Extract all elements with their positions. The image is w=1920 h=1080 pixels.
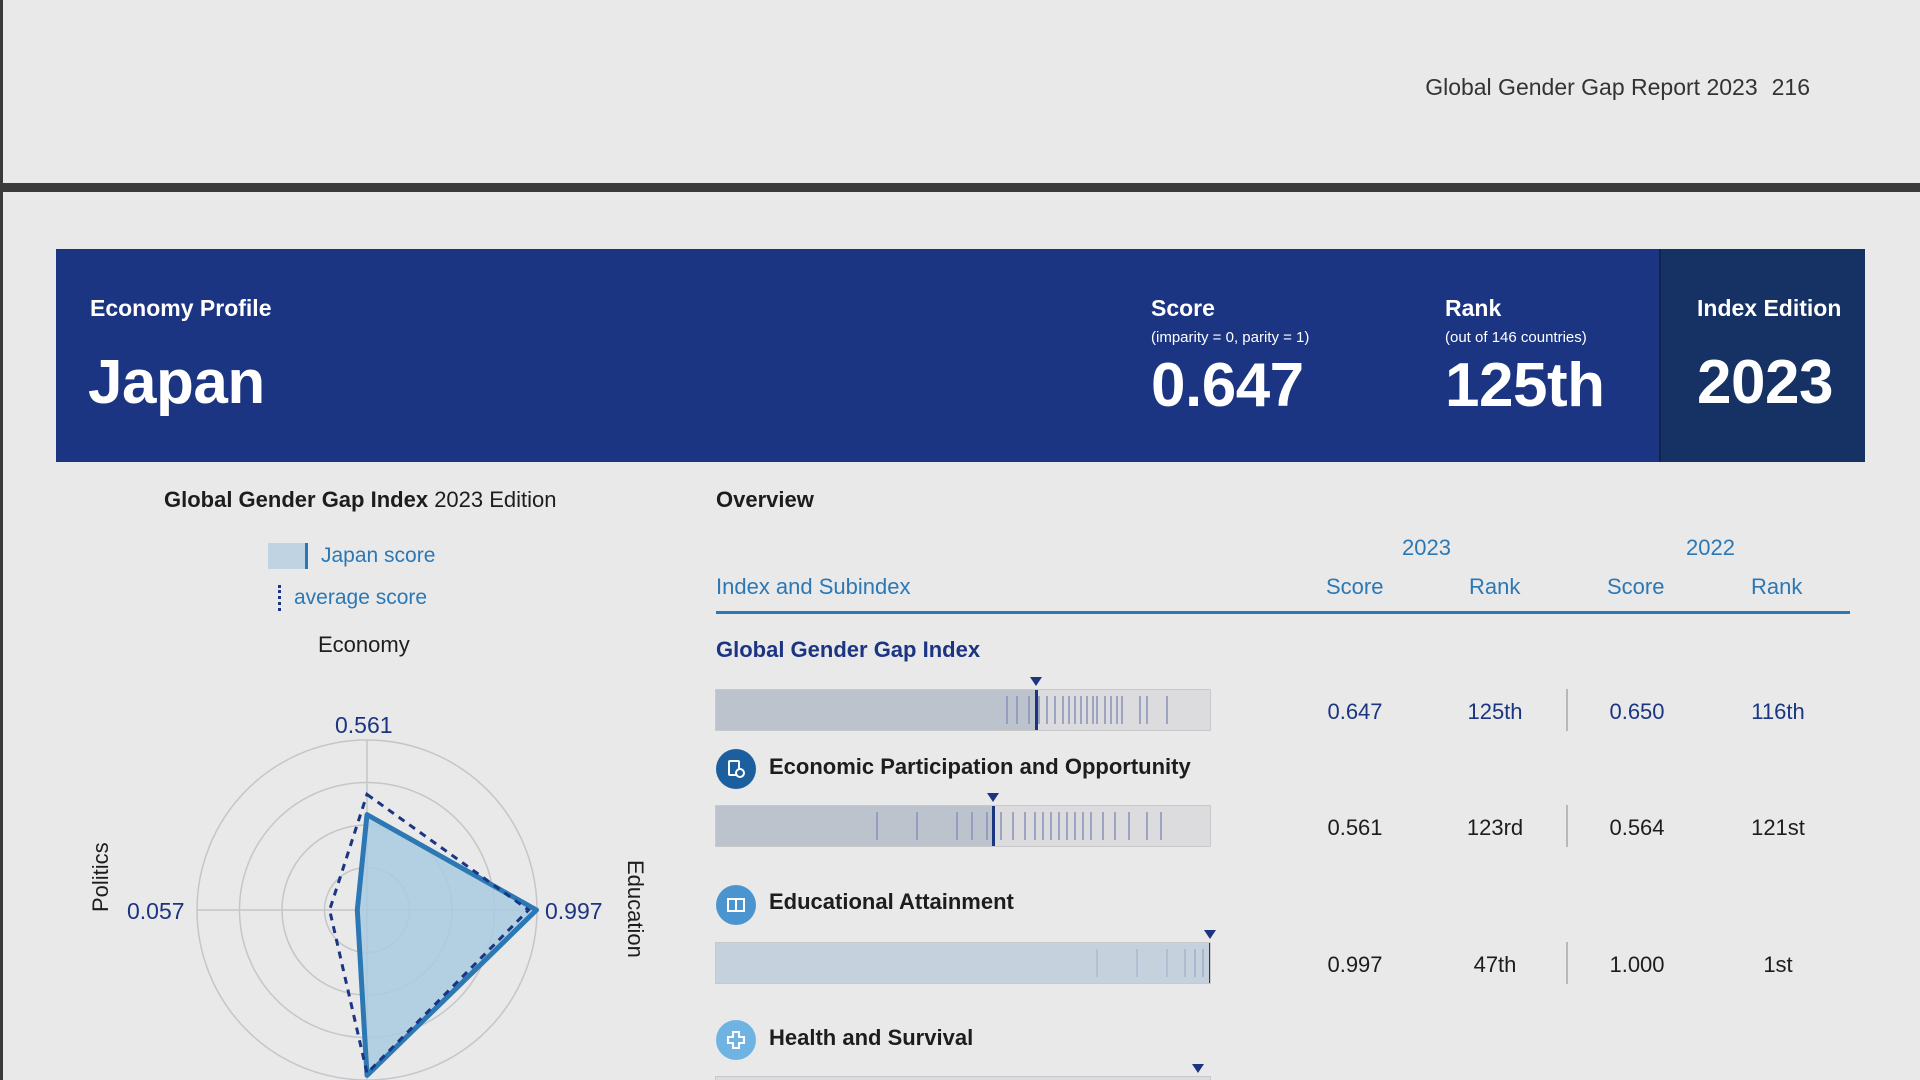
rank-value: 125th bbox=[1445, 351, 1605, 420]
edition-label: Index Edition bbox=[1697, 295, 1842, 321]
gggi-score-2022: 0.650 bbox=[1609, 699, 1665, 724]
page-number: 216 bbox=[1771, 74, 1810, 100]
year-2023-label: 2023 bbox=[1402, 535, 1451, 560]
score-marker bbox=[1203, 930, 1216, 939]
edition-value: 2023 bbox=[1697, 348, 1833, 417]
education-score-2022: 1.000 bbox=[1609, 952, 1665, 977]
score-bar-fill bbox=[716, 806, 995, 846]
country-name: Japan bbox=[88, 348, 265, 417]
axis-label-economy: Economy bbox=[318, 632, 410, 657]
radar-chart bbox=[196, 739, 539, 1080]
row-title-economy: Economic Participation and Opportunity bbox=[769, 754, 1191, 779]
col-rank-2023-header: Rank bbox=[1469, 574, 1521, 599]
score-label: Score bbox=[1151, 295, 1215, 321]
radar-value-economy: 0.561 bbox=[335, 712, 393, 738]
score-marker bbox=[1029, 677, 1042, 686]
score-bar-economy bbox=[715, 805, 1211, 847]
economy-score-2023: 0.561 bbox=[1327, 815, 1383, 840]
radar-value-education: 0.997 bbox=[545, 898, 603, 924]
score-line bbox=[1208, 943, 1210, 983]
score-sublabel: (imparity = 0, parity = 1) bbox=[1151, 329, 1310, 346]
score-line bbox=[992, 806, 996, 846]
radar-value-politics: 0.057 bbox=[127, 898, 185, 924]
education-score-2023: 0.997 bbox=[1327, 952, 1383, 977]
radar-title-rest: 2023 Edition bbox=[434, 487, 557, 512]
economy-icon bbox=[716, 749, 756, 789]
row-title-gggi: Global Gender Gap Index bbox=[716, 637, 981, 662]
economy-score-2022: 0.564 bbox=[1609, 815, 1665, 840]
score-bar-education bbox=[715, 942, 1211, 984]
page-divider bbox=[0, 183, 1920, 192]
legend-average-swatch bbox=[278, 585, 282, 611]
profile-banner: Economy Profile Japan Score (imparity = … bbox=[56, 249, 1865, 462]
page-edge bbox=[0, 0, 3, 1080]
score-bar-fill bbox=[716, 690, 1037, 730]
column-separator bbox=[1566, 689, 1568, 731]
legend-score-label: Japan score bbox=[321, 544, 436, 567]
profile-label: Economy Profile bbox=[90, 295, 272, 321]
legend-average-label: average score bbox=[294, 586, 428, 609]
col-score-2023-header: Score bbox=[1326, 574, 1384, 599]
score-line bbox=[1034, 690, 1038, 730]
legend-average: average score bbox=[268, 582, 435, 614]
header-underline bbox=[716, 611, 1850, 614]
col-index-header: Index and Subindex bbox=[716, 574, 911, 599]
column-separator bbox=[1566, 805, 1568, 847]
year-2022-label: 2022 bbox=[1686, 535, 1735, 560]
column-separator bbox=[1566, 942, 1568, 984]
radar-legend: Japan score average score bbox=[268, 540, 435, 614]
score-block: Score (imparity = 0, parity = 1) 0.647 bbox=[1151, 295, 1309, 421]
score-bar-gggi bbox=[715, 689, 1211, 731]
row-title-education: Educational Attainment bbox=[769, 889, 1014, 914]
score-bar-health bbox=[715, 1076, 1211, 1080]
legend-score: Japan score bbox=[268, 540, 435, 572]
radar-title: Global Gender Gap Index 2023 Edition bbox=[164, 487, 557, 513]
overview-title: Overview bbox=[716, 487, 814, 512]
col-rank-2022-header: Rank bbox=[1751, 574, 1803, 599]
radar-average-line bbox=[328, 791, 531, 1077]
distribution-ticks bbox=[716, 812, 1210, 840]
economy-rank-2023: 123rd bbox=[1466, 815, 1524, 840]
education-rank-2022: 1st bbox=[1763, 952, 1793, 977]
score-value: 0.647 bbox=[1151, 351, 1304, 420]
score-marker bbox=[987, 793, 1000, 802]
distribution-ticks bbox=[716, 949, 1210, 977]
legend-score-swatch bbox=[268, 543, 308, 569]
gggi-rank-2023: 125th bbox=[1467, 699, 1523, 724]
report-header: Global Gender Gap Report 2023 216 bbox=[1425, 74, 1810, 101]
rank-sublabel: (out of 146 countries) bbox=[1445, 329, 1587, 346]
edition-box: Index Edition 2023 bbox=[1659, 249, 1865, 462]
gggi-score-2023: 0.647 bbox=[1327, 699, 1383, 724]
gggi-rank-2022: 116th bbox=[1751, 699, 1805, 724]
education-icon bbox=[716, 885, 756, 925]
col-score-2022-header: Score bbox=[1607, 574, 1665, 599]
rank-label: Rank bbox=[1445, 295, 1502, 321]
economy-rank-2022: 121st bbox=[1751, 815, 1805, 840]
radar-title-bold: Global Gender Gap Index bbox=[164, 487, 429, 512]
distribution-ticks bbox=[716, 696, 1210, 724]
rank-block: Rank (out of 146 countries) 125th bbox=[1445, 295, 1605, 421]
report-title: Global Gender Gap Report 2023 bbox=[1425, 74, 1758, 100]
row-title-health: Health and Survival bbox=[769, 1025, 974, 1050]
score-bar-fill bbox=[716, 943, 1210, 983]
radar-score-area bbox=[354, 812, 539, 1078]
education-rank-2023: 47th bbox=[1473, 952, 1517, 977]
health-icon bbox=[716, 1020, 756, 1060]
score-marker bbox=[1191, 1064, 1204, 1073]
